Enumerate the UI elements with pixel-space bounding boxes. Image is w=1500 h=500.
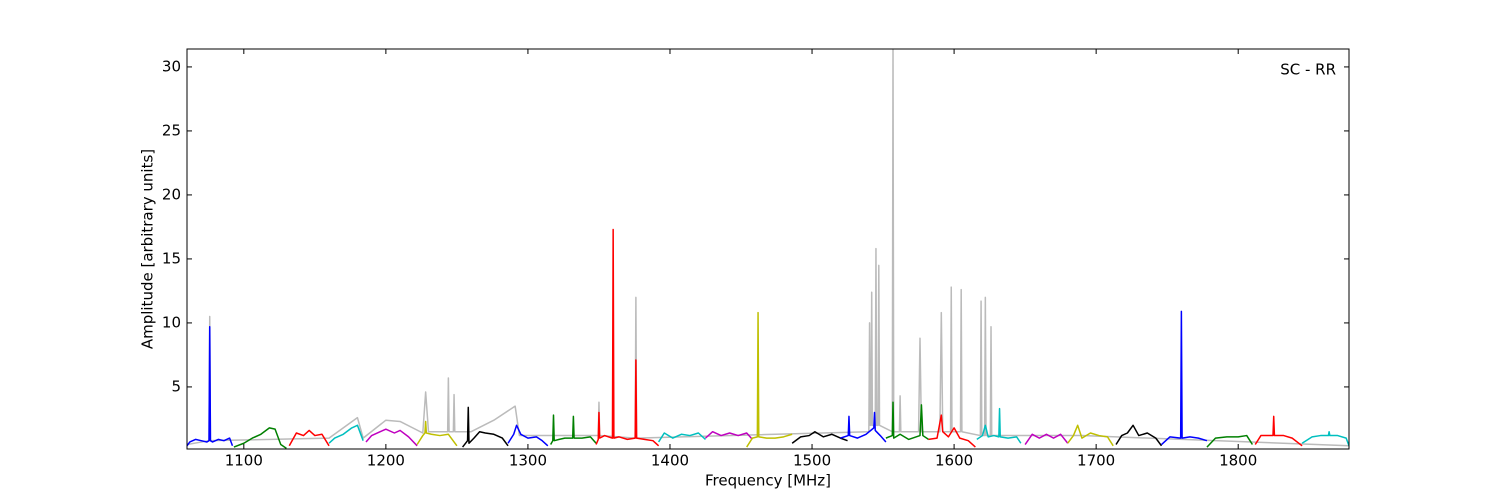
spectrum-line [507, 424, 549, 447]
spectrum-line [595, 228, 660, 447]
spectrum-line [288, 429, 330, 447]
y-axis-label: Amplitude [arbitrary units] [139, 149, 157, 349]
plot-area [187, 49, 1349, 449]
y-tick-label: 20 [162, 185, 181, 203]
spectrum-line [416, 420, 458, 447]
y-tick-label: 5 [171, 377, 181, 395]
spectrum-line [233, 427, 287, 449]
axes-frame [186, 48, 1350, 450]
x-tick-label: 1200 [367, 452, 405, 470]
spectrum-line [550, 414, 597, 445]
y-tick-label: 15 [162, 249, 181, 267]
y-tick-label: 25 [162, 121, 181, 139]
x-axis-label: Frequency [MHz] [705, 472, 831, 490]
spectrum-line [328, 424, 364, 444]
spectrum-line [746, 311, 793, 448]
x-tick-label: 1400 [651, 452, 689, 470]
spectrum-line [1067, 424, 1114, 447]
spectrum-line [1160, 310, 1208, 446]
x-tick-label: 1700 [1077, 452, 1115, 470]
x-tick-label: 1600 [935, 452, 973, 470]
spectrum-line [1115, 424, 1163, 447]
spectrum-line [1301, 430, 1349, 447]
spectrum-line [704, 430, 753, 440]
spectrum-line [365, 428, 418, 447]
x-tick-label: 1300 [509, 452, 547, 470]
annotation: SC - RR [1280, 61, 1336, 79]
spectrum-line [461, 406, 509, 448]
spectrum-line [657, 432, 707, 443]
x-tick-label: 1100 [225, 452, 263, 470]
spectrum-line [1254, 415, 1303, 447]
spectrum-line [187, 326, 234, 447]
spectrum-line [928, 414, 976, 448]
y-tick-label: 30 [162, 57, 181, 75]
x-tick-label: 1500 [793, 452, 831, 470]
y-tick-label: 10 [162, 313, 181, 331]
spectrum-line [885, 401, 929, 441]
spectrum-line [187, 49, 1349, 447]
spectrum-line [1206, 434, 1254, 448]
spectrum-line [791, 430, 848, 444]
spectrum-line [1024, 433, 1069, 445]
spectrum-line [840, 411, 887, 443]
spectrum-line [976, 407, 1022, 444]
x-tick-label: 1800 [1219, 452, 1257, 470]
